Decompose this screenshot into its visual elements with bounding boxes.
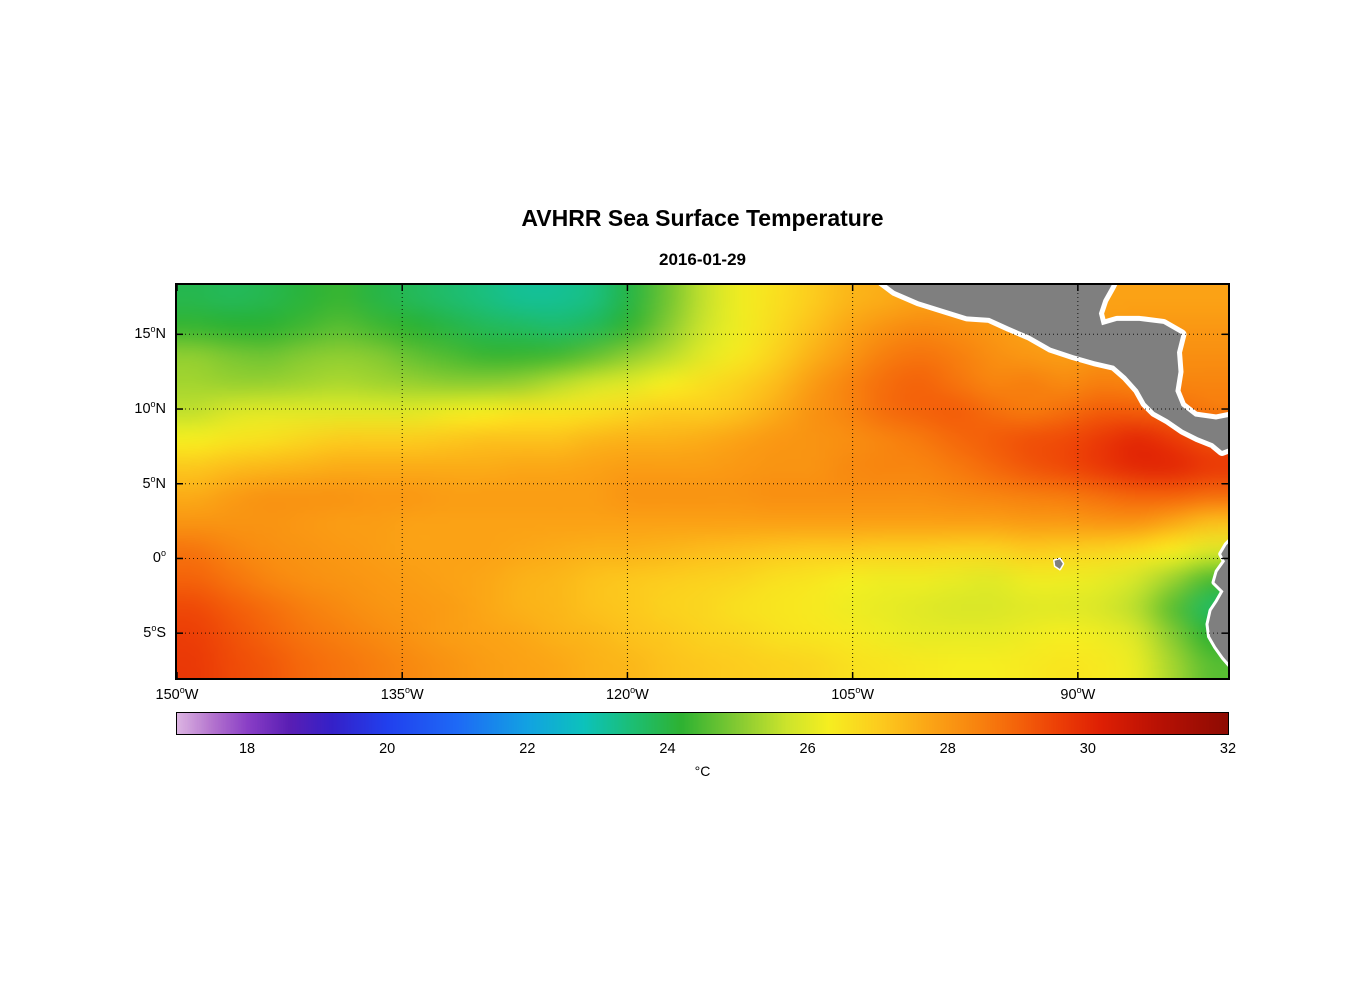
chart-date-subtitle: 2016-01-29 — [659, 250, 746, 269]
y-tick-label: 5oS — [143, 623, 166, 642]
colorbar-tick-label: 18 — [238, 741, 256, 757]
land-galapagos-island — [1054, 559, 1063, 569]
x-tick-label: 135oW — [380, 685, 424, 703]
colorbar — [176, 712, 1229, 735]
land-central-america — [886, 285, 1228, 451]
colorbar-tick-label: 26 — [799, 741, 816, 757]
colorbar-tick-label: 30 — [1079, 741, 1096, 757]
y-tick-label: 0o — [152, 548, 166, 567]
sst-map-plot — [175, 283, 1230, 680]
colorbar-tick-label: 20 — [379, 741, 396, 757]
colorbar-tick-labels: 18 20 22 24 26 28 30 32 — [177, 741, 1236, 759]
x-tick-label: 120oW — [605, 685, 649, 703]
colorbar-gradient — [177, 713, 1228, 734]
y-tick-label: 10oN — [134, 399, 166, 418]
colorbar-tick-label: 32 — [1219, 741, 1237, 757]
x-tick-label: 105oW — [831, 685, 875, 703]
x-axis-tick-labels: 150oW 135oW 120oW 105oW 90oW — [156, 685, 1228, 707]
chart-title: AVHRR Sea Surface Temperature — [521, 205, 884, 231]
y-tick-label: 15oN — [134, 324, 166, 343]
y-tick-label: 5oN — [142, 473, 166, 492]
y-axis-tick-labels: 15oN 10oN 5oN 0o 5oS — [0, 285, 166, 678]
colorbar-unit-label: °C — [694, 763, 711, 779]
colorbar-tick-label: 24 — [659, 741, 676, 757]
map-overlay — [177, 285, 1228, 678]
x-tick-label: 150oW — [155, 685, 199, 703]
x-tick-label: 90oW — [1060, 685, 1096, 703]
colorbar-tick-label: 22 — [519, 741, 536, 757]
colorbar-tick-label: 28 — [939, 741, 956, 757]
